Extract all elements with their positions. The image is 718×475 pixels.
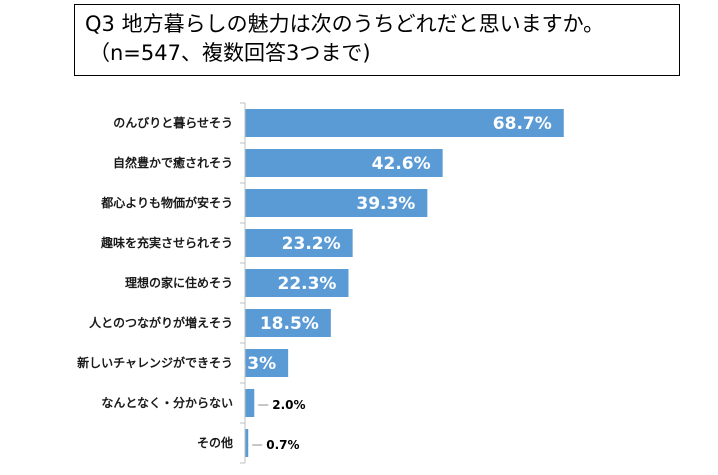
bar (245, 389, 255, 417)
category-label: のんびりと暮らせそう (113, 115, 233, 130)
chart-subtitle: （n=547、複数回答3つまで) (89, 41, 371, 65)
category-label: 人とのつながりが増えそう (89, 315, 233, 330)
bar (245, 149, 443, 177)
value-label: 9.3% (229, 354, 276, 374)
category-label: 理想の家に住めそう (125, 275, 233, 290)
value-label: 18.5% (260, 314, 319, 334)
value-label: 22.3% (277, 274, 336, 294)
bar (245, 269, 349, 297)
category-label: 自然豊かで癒されそう (113, 155, 233, 170)
value-label: 39.3% (356, 194, 415, 214)
chart-title: Q3 地方暮らしの魅力は次のうちどれだと思いますか。 (85, 12, 605, 36)
bar (245, 309, 331, 337)
category-label: なんとなく・分からない (101, 395, 233, 410)
value-label: 23.2% (282, 234, 341, 254)
value-label: 42.6% (372, 154, 431, 174)
bar (245, 189, 428, 217)
category-label: 都心よりも物価が安そう (100, 195, 233, 210)
chart-title-box: Q3 地方暮らしの魅力は次のうちどれだと思いますか。 （n=547、複数回答3つ… (74, 4, 680, 76)
value-label: 2.0% (272, 398, 305, 412)
bar (245, 429, 249, 457)
value-label: 0.7% (266, 438, 299, 452)
category-label: その他 (197, 435, 233, 450)
bar (245, 349, 289, 377)
bar (245, 109, 564, 137)
bar (245, 229, 353, 257)
value-label: 68.7% (493, 114, 552, 134)
category-label: 新しいチャレンジができそう (77, 355, 233, 370)
category-label: 趣味を充実させられそう (100, 235, 233, 250)
